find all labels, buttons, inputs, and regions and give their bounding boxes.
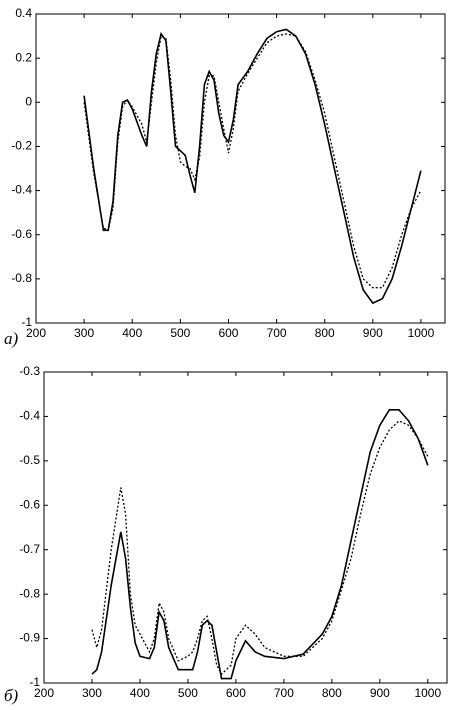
x-tick-label: 900 bbox=[363, 326, 383, 340]
x-tick-label: 1000 bbox=[408, 326, 435, 340]
x-tick-label: 800 bbox=[315, 326, 335, 340]
x-tick-label: 600 bbox=[218, 326, 238, 340]
x-tick-label: 300 bbox=[74, 326, 94, 340]
y-tick-label: 0 bbox=[25, 94, 32, 108]
y-tick-label: -0.3 bbox=[19, 364, 40, 378]
x-tick-label: 900 bbox=[370, 686, 390, 700]
x-tick-label: 700 bbox=[267, 326, 287, 340]
y-tick-label: -0.8 bbox=[11, 271, 32, 285]
panel-label: б) bbox=[4, 686, 19, 705]
y-tick-label: -1 bbox=[29, 675, 40, 689]
x-tick-label: 1000 bbox=[414, 686, 441, 700]
x-tick-label: 600 bbox=[226, 686, 246, 700]
y-tick-label: -0.2 bbox=[11, 139, 32, 153]
y-tick-label: -0.6 bbox=[19, 497, 40, 511]
y-tick-label: -0.4 bbox=[19, 409, 40, 423]
x-tick-label: 200 bbox=[26, 326, 46, 340]
x-tick-label: 400 bbox=[130, 686, 150, 700]
data-line bbox=[83, 33, 422, 289]
y-tick-label: -1 bbox=[21, 315, 32, 329]
y-tick-label: -0.6 bbox=[11, 227, 32, 241]
panel-label: а) bbox=[4, 329, 19, 348]
y-tick-label: -0.9 bbox=[19, 631, 40, 645]
x-tick-label: 200 bbox=[34, 686, 54, 700]
data-line bbox=[91, 420, 429, 676]
data-line bbox=[91, 409, 429, 680]
y-tick-label: -0.7 bbox=[19, 542, 40, 556]
y-tick-label: 0.2 bbox=[15, 50, 32, 64]
x-tick-label: 500 bbox=[170, 326, 190, 340]
y-tick-label: -0.5 bbox=[19, 453, 40, 467]
plot-frame bbox=[35, 13, 446, 324]
y-tick-label: -0.8 bbox=[19, 586, 40, 600]
x-tick-label: 300 bbox=[82, 686, 102, 700]
x-tick-label: 800 bbox=[322, 686, 342, 700]
y-tick-label: 0.4 bbox=[15, 6, 32, 20]
data-line bbox=[83, 28, 422, 305]
y-tick-label: -0.4 bbox=[11, 183, 32, 197]
x-tick-label: 500 bbox=[178, 686, 198, 700]
plot-frame bbox=[43, 371, 448, 684]
x-tick-label: 700 bbox=[274, 686, 294, 700]
x-tick-label: 400 bbox=[122, 326, 142, 340]
